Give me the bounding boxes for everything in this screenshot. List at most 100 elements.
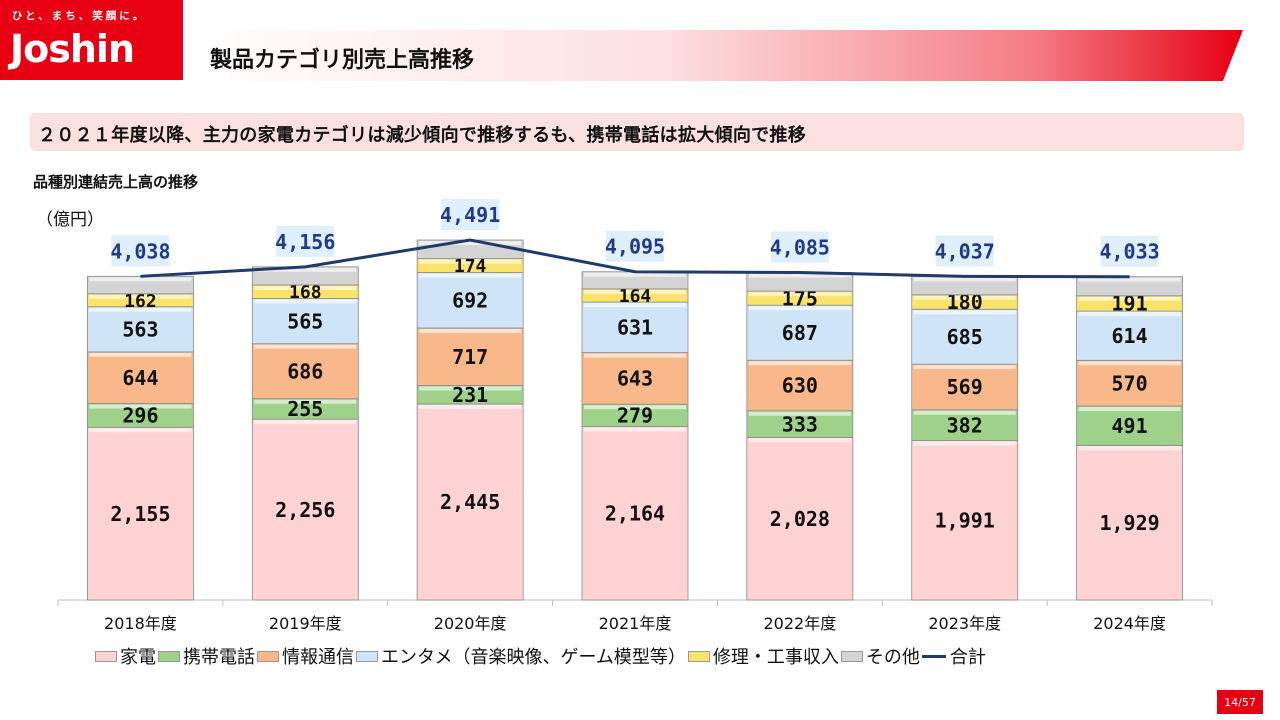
bar-segment — [1076, 310, 1183, 361]
legend-item: 情報通信 — [257, 643, 354, 669]
data-label: 687 — [782, 321, 818, 345]
data-label: 630 — [782, 374, 818, 398]
bar-segment — [581, 426, 689, 601]
bar-highlight — [254, 285, 357, 290]
bar-segment — [581, 301, 689, 354]
x-tick-label: 2024年度 — [1093, 614, 1166, 633]
logo-tagline: ひと、まち、笑顔に。 — [12, 10, 147, 22]
data-label: 1,929 — [1099, 511, 1159, 535]
bar-segment — [1076, 444, 1183, 601]
bar-segment — [911, 308, 1019, 365]
bar-highlight — [913, 441, 1016, 446]
total-label-bg — [441, 199, 500, 230]
bar-highlight — [913, 295, 1016, 300]
total-label: 4,491 — [440, 203, 500, 227]
bar-highlight — [584, 427, 686, 432]
legend-item: 携帯電話 — [158, 643, 255, 669]
chart-heading: 品種別連結売上高の推移 — [33, 173, 199, 191]
data-label: 168 — [289, 282, 322, 303]
legend-swatch — [840, 650, 863, 662]
bar-highlight — [254, 399, 357, 404]
data-label: 644 — [122, 366, 158, 390]
bar-segment — [251, 418, 359, 601]
total-label: 4,037 — [935, 239, 995, 263]
legend-swatch — [95, 650, 117, 662]
logo-name: Joshin — [10, 27, 135, 71]
bar-highlight — [254, 299, 357, 304]
data-label: 631 — [617, 316, 653, 340]
legend-item: 合計 — [921, 643, 986, 669]
bar-highlight — [748, 411, 851, 416]
data-label: 164 — [619, 286, 652, 307]
bar-segment — [416, 403, 524, 601]
bar-highlight — [419, 405, 522, 410]
bar-segment — [911, 409, 1019, 441]
bar-highlight — [89, 294, 192, 299]
bar-highlight — [419, 259, 522, 264]
bar-highlight — [1078, 277, 1181, 282]
total-label-bg — [935, 235, 994, 267]
legend-swatch — [687, 650, 710, 662]
bar-highlight — [913, 277, 1016, 282]
bar-highlight — [254, 420, 357, 425]
bar-highlight — [748, 438, 851, 443]
legend-item: 家電 — [95, 643, 156, 669]
data-label: 279 — [617, 404, 653, 428]
bar-highlight — [584, 353, 686, 358]
total-label: 4,033 — [1099, 240, 1159, 264]
total-label: 4,156 — [275, 230, 335, 254]
bar-segment — [251, 343, 359, 400]
page-title: 製品カテゴリ別売上高推移 — [210, 48, 475, 73]
unit-label: （億円） — [36, 210, 104, 230]
bar-highlight — [1078, 296, 1181, 301]
data-label: 569 — [947, 375, 983, 399]
bar-highlight — [584, 272, 686, 277]
data-label: 255 — [287, 397, 323, 421]
legend-swatch — [356, 650, 378, 662]
bar-highlight — [913, 410, 1016, 415]
subtitle-bar — [30, 113, 1244, 151]
bar-highlight — [254, 267, 357, 272]
bar-highlight — [254, 344, 357, 349]
legend-swatch — [257, 650, 279, 662]
total-label-bg — [276, 225, 335, 257]
total-label-bg — [770, 231, 829, 263]
data-label: 685 — [947, 325, 983, 349]
data-label: 570 — [1112, 371, 1148, 395]
bar-highlight — [584, 405, 686, 410]
page-number: 14/57 — [1217, 690, 1263, 714]
logo: ひと、まち、笑顔に。 Joshin — [0, 0, 183, 80]
bar-segment — [416, 272, 524, 329]
x-tick-label: 2023年度 — [928, 614, 1001, 633]
bar-highlight — [89, 428, 192, 433]
data-label: 643 — [617, 367, 653, 391]
bar-highlight — [1078, 312, 1181, 317]
legend-label: 携帯電話 — [183, 647, 255, 668]
total-label: 4,095 — [605, 235, 665, 259]
bar-highlight — [748, 292, 851, 297]
total-label: 4,038 — [110, 239, 170, 263]
title-band — [193, 30, 1243, 81]
data-label: 296 — [122, 404, 158, 428]
data-label: 2,164 — [605, 501, 665, 525]
data-label: 2,155 — [110, 502, 170, 526]
data-label: 162 — [124, 291, 157, 312]
bar-highlight — [584, 289, 686, 294]
data-label: 231 — [452, 383, 488, 407]
data-label: 614 — [1112, 324, 1148, 348]
data-label: 686 — [287, 359, 323, 383]
bar-highlight — [419, 386, 522, 391]
bar-highlight — [748, 306, 851, 311]
total-label-bg — [606, 230, 664, 262]
legend-label: 情報通信 — [282, 647, 354, 668]
bar-segment — [911, 440, 1019, 601]
x-tick-label: 2019年度 — [269, 614, 342, 633]
x-tick-label: 2022年度 — [763, 614, 836, 633]
data-label: 382 — [947, 413, 983, 437]
data-label: 563 — [122, 318, 158, 342]
total-line — [140, 238, 1130, 279]
bar-highlight — [1078, 361, 1181, 366]
x-tick-label: 2020年度 — [434, 614, 507, 633]
legend-label: 家電 — [120, 647, 156, 668]
bar-highlight — [748, 361, 851, 366]
